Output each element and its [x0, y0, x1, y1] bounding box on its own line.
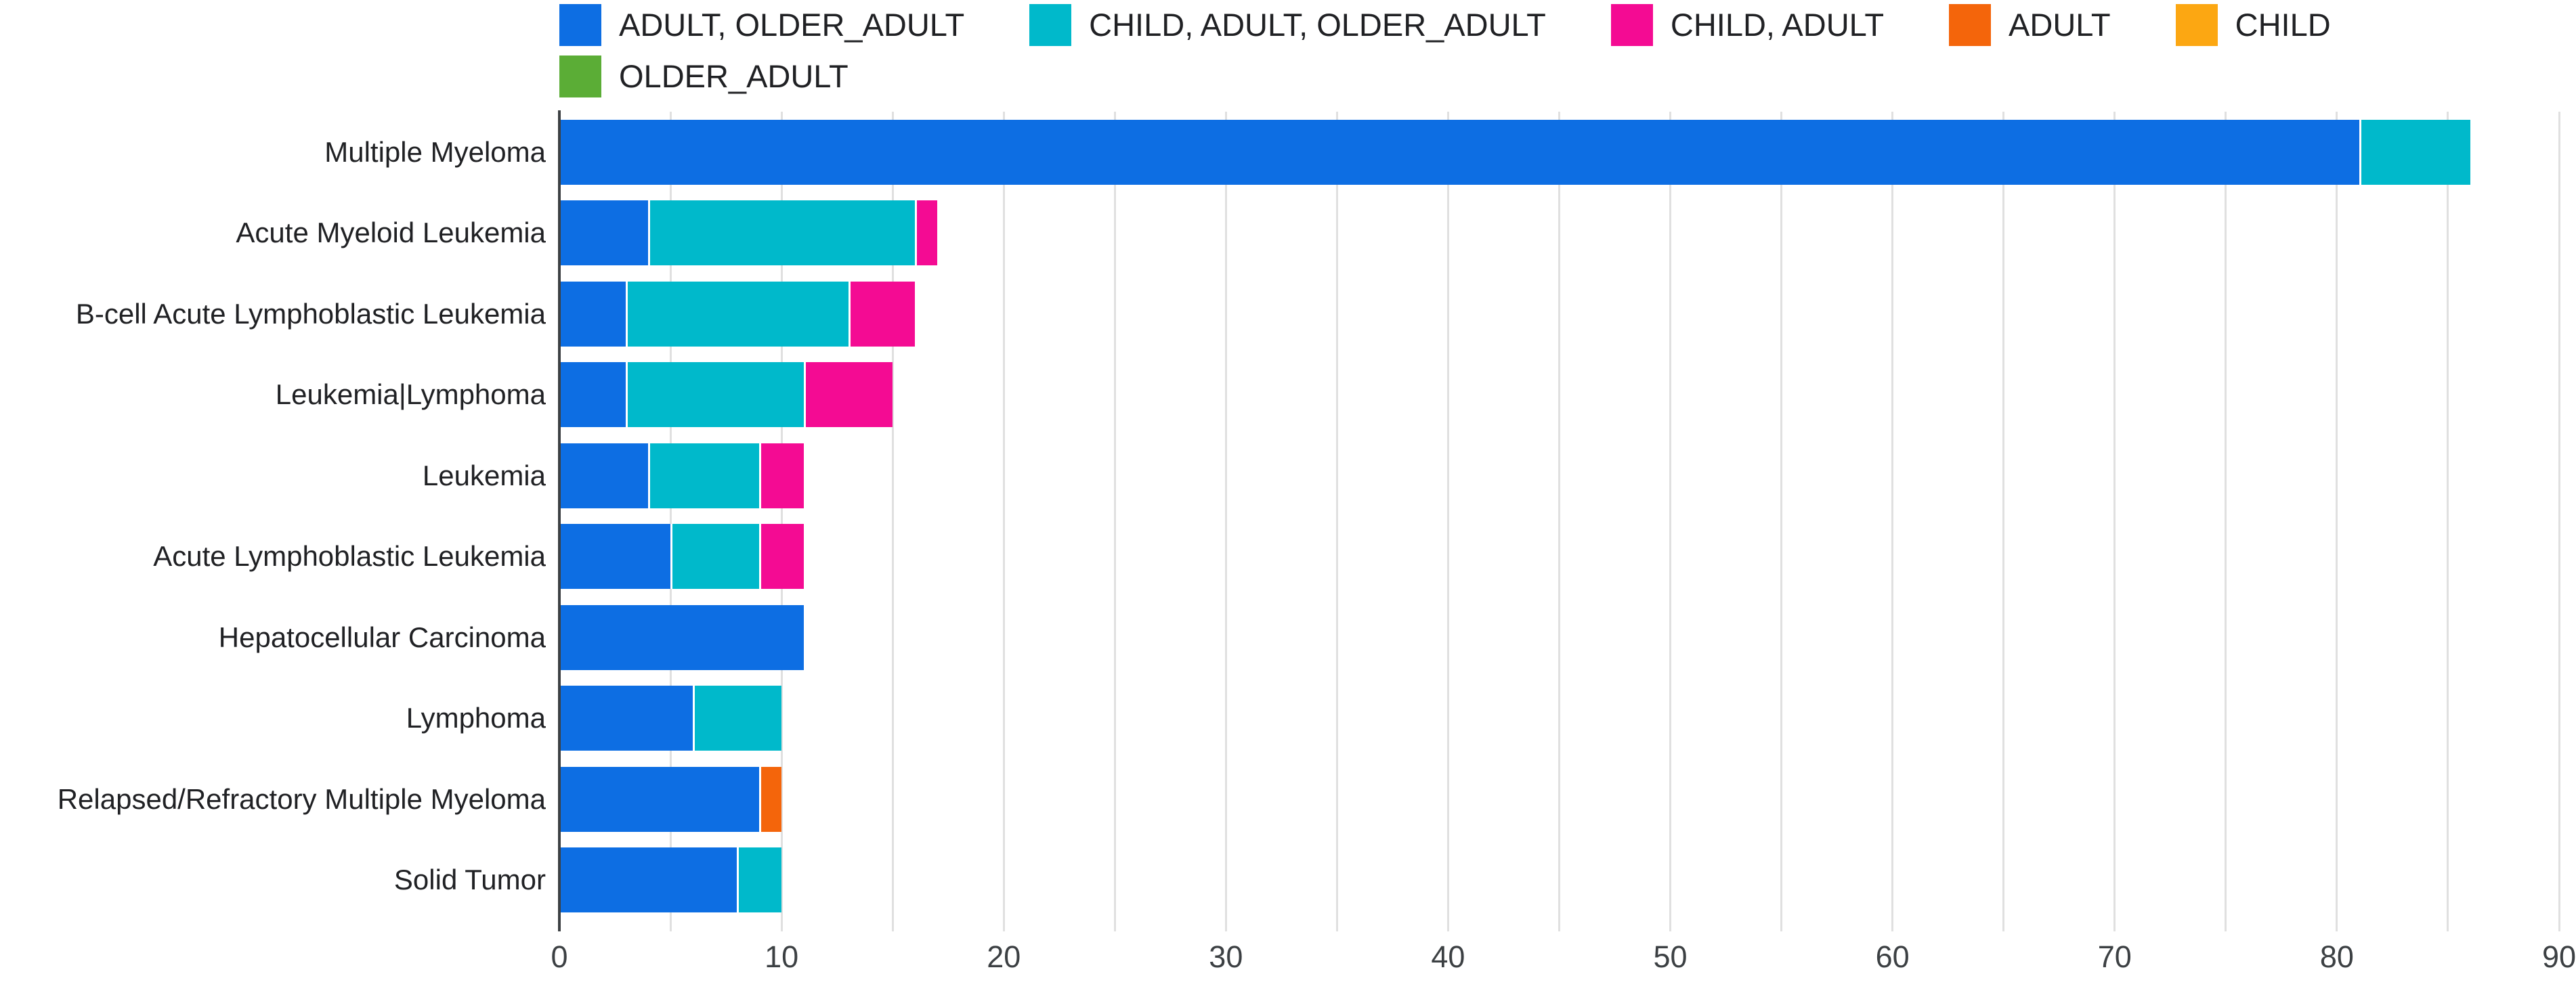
x-tick-label: 50 [1653, 939, 1688, 974]
legend-swatch-icon [559, 56, 601, 97]
x-tick-label: 40 [1431, 939, 1465, 974]
legend-swatch-icon [1029, 4, 1072, 46]
bar-segment[interactable] [559, 443, 649, 508]
bar-row [559, 524, 804, 590]
gridline [2113, 112, 2116, 931]
x-tick-label: 70 [2097, 939, 2132, 974]
bar-segment[interactable] [759, 766, 782, 832]
x-tick-label: 30 [1209, 939, 1243, 974]
category-label: Hepatocellular Carcinoma [218, 621, 546, 653]
gridline [891, 112, 894, 931]
gridline [2558, 112, 2560, 931]
legend-item[interactable]: CHILD, ADULT, OLDER_ADULT [1029, 4, 1546, 46]
legend: ADULT, OLDER_ADULT CHILD, ADULT, OLDER_AD… [559, 4, 2331, 97]
bar-segment[interactable] [692, 686, 782, 751]
gridline [2336, 112, 2338, 931]
gridline [1113, 112, 1116, 931]
x-tick-label: 80 [2319, 939, 2354, 974]
legend-swatch-icon [559, 4, 601, 46]
bar-segment[interactable] [2359, 119, 2470, 185]
gridline [1558, 112, 1560, 931]
gridline [780, 112, 783, 931]
bar-segment[interactable] [670, 524, 760, 590]
bar-row [559, 119, 2470, 185]
gridline [1224, 112, 1227, 931]
legend-item[interactable]: ADULT [1949, 4, 2111, 46]
bar-segment[interactable] [559, 847, 737, 913]
bar-segment[interactable] [559, 119, 2359, 185]
gridline [1335, 112, 1338, 931]
legend-label: OLDER_ADULT [619, 58, 849, 94]
bar-segment[interactable] [648, 443, 760, 508]
gridline [1446, 112, 1449, 931]
bar-segment[interactable] [759, 443, 804, 508]
gridline [2225, 112, 2227, 931]
bar-row [559, 362, 893, 428]
bar-segment[interactable] [914, 200, 937, 266]
gridline [1780, 112, 1783, 931]
legend-item[interactable]: CHILD, ADULT [1610, 4, 1885, 46]
bar-segment[interactable] [559, 686, 693, 751]
legend-swatch-icon [1610, 4, 1653, 46]
bar-segment[interactable] [759, 524, 804, 590]
bar-segment[interactable] [626, 362, 804, 428]
x-tick-label: 60 [1875, 939, 1910, 974]
bar-segment[interactable] [848, 281, 915, 347]
bar-row [559, 200, 937, 266]
category-label: Relapsed/Refractory Multiple Myeloma [57, 782, 546, 815]
category-label: Acute Lymphoblastic Leukemia [153, 540, 546, 573]
gridline [2447, 112, 2449, 931]
bar-row [559, 604, 804, 670]
x-tick-label: 20 [987, 939, 1021, 974]
legend-row: ADULT, OLDER_ADULT CHILD, ADULT, OLDER_AD… [559, 4, 2331, 46]
bar-segment[interactable] [559, 362, 626, 428]
legend-row: OLDER_ADULT [559, 56, 2331, 97]
legend-label: ADULT, OLDER_ADULT [619, 7, 965, 43]
x-tick-label: 10 [765, 939, 799, 974]
gridline [1669, 112, 1672, 931]
legend-item[interactable]: CHILD [2175, 4, 2331, 46]
y-axis-line [558, 110, 561, 931]
bar-row [559, 847, 782, 913]
gridline [1891, 112, 1894, 931]
bar-segment[interactable] [803, 362, 893, 428]
category-label: Multiple Myeloma [324, 135, 546, 168]
category-label: Solid Tumor [393, 864, 546, 896]
category-label: Acute Myeloid Leukemia [236, 217, 546, 249]
bar-row [559, 281, 915, 347]
category-label: Leukemia [422, 459, 546, 491]
x-tick-label: 0 [551, 939, 568, 974]
legend-item[interactable]: OLDER_ADULT [559, 56, 849, 97]
bar-segment[interactable] [626, 281, 849, 347]
bar-segment[interactable] [737, 847, 782, 913]
bar-segment[interactable] [559, 281, 626, 347]
bar-segment[interactable] [559, 604, 804, 670]
bar-segment[interactable] [559, 524, 671, 590]
legend-swatch-icon [1949, 4, 1992, 46]
bar-row [559, 443, 804, 508]
category-label: Lymphoma [406, 702, 546, 734]
legend-label: CHILD, ADULT [1670, 7, 1885, 43]
bar-row [559, 766, 782, 832]
gridline [2002, 112, 2005, 931]
legend-label: CHILD [2235, 7, 2331, 43]
category-label: Leukemia|Lymphoma [275, 378, 546, 411]
category-label: B-cell Acute Lymphoblastic Leukemia [75, 297, 546, 330]
legend-item[interactable]: ADULT, OLDER_ADULT [559, 4, 964, 46]
x-tick-label: 90 [2541, 939, 2576, 974]
legend-label: CHILD, ADULT, OLDER_ADULT [1089, 7, 1546, 43]
bar-segment[interactable] [648, 200, 915, 266]
gridline [1002, 112, 1005, 931]
legend-label: ADULT [2009, 7, 2111, 43]
legend-swatch-icon [2175, 4, 2218, 46]
plot-area [559, 112, 2560, 931]
bar-segment[interactable] [559, 200, 649, 266]
bar-row [559, 686, 782, 751]
bar-segment[interactable] [559, 766, 760, 832]
gridline [669, 112, 672, 931]
